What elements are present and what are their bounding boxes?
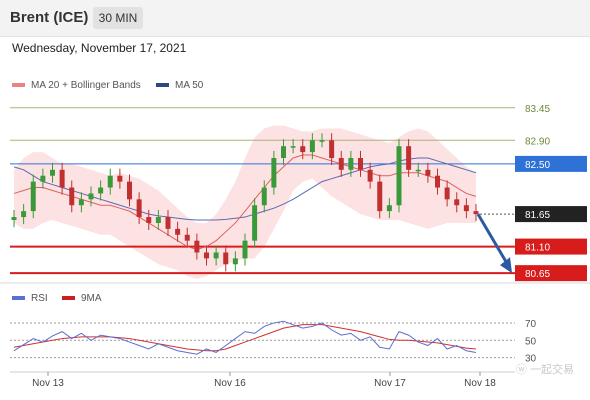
instrument-title: Brent (ICE) [10, 9, 89, 26]
candle-body [261, 187, 267, 206]
level-badge-81.65 [515, 206, 587, 223]
candle-body [232, 258, 238, 265]
price-legend-ma50: MA 50 [156, 80, 203, 91]
candle-body [415, 169, 421, 172]
candle-body [377, 181, 383, 212]
candle-body [454, 199, 460, 206]
candle-body [252, 205, 258, 241]
candle-body [136, 199, 142, 218]
watermark: ⓦ 一起交易 [516, 361, 574, 377]
candle-body [281, 146, 286, 158]
date-label: Wednesday, November 17, 2021 [12, 41, 187, 55]
rsi-ma9-line [13, 324, 477, 352]
x-tick-label: Nov 18 [464, 378, 496, 389]
candle-body [290, 146, 296, 148]
candle-body [69, 187, 75, 206]
candle-body [127, 181, 132, 200]
rsi-tick-30: 30 [525, 354, 537, 365]
chart-header: Brent (ICE) 30 MIN [0, 0, 590, 37]
rsi-legend-label: RSI [31, 293, 48, 304]
candle-body [78, 199, 84, 206]
rsi-tick-50: 50 [525, 336, 537, 347]
ma20-swatch [12, 83, 25, 88]
rsi-line [13, 320, 477, 355]
candle-body [473, 211, 479, 215]
candle-body [11, 217, 17, 220]
candle-body [358, 158, 363, 170]
x-tick-label: Nov 13 [32, 378, 64, 389]
candle-body [50, 169, 55, 176]
rsi-legend-ma9: 9MA [62, 293, 102, 304]
candle-body [146, 217, 152, 223]
price-legend-ma20: MA 20 + Bollinger Bands [12, 80, 141, 91]
candle-body [367, 169, 373, 182]
candle-body [98, 187, 104, 194]
level-badge-80.65 [515, 265, 587, 282]
candle-body [40, 175, 46, 182]
candle-body [242, 240, 248, 259]
level-badge-82.50 [515, 155, 587, 172]
projection-arrow-line [476, 213, 510, 266]
level-badge-text-81.65: 81.65 [525, 210, 550, 221]
rsi-legend-rsi: RSI [12, 293, 48, 304]
watermark-text: 一起交易 [530, 364, 575, 376]
candle-body [309, 140, 315, 153]
candle-body [204, 252, 209, 259]
candle-body [88, 193, 94, 200]
watermark-icon: ⓦ [516, 364, 527, 376]
candle-body [30, 181, 36, 212]
ma9-swatch [62, 296, 75, 301]
level-badge-text-82.50: 82.50 [525, 160, 550, 171]
x-tick-label: Nov 17 [374, 378, 406, 389]
candle-body [338, 158, 344, 170]
candle-body [386, 205, 392, 212]
candle-body [435, 175, 440, 188]
ma50-swatch [156, 83, 169, 88]
candle-body [463, 205, 469, 212]
timeframe-button[interactable]: 30 MIN [93, 7, 143, 29]
candle-body [117, 175, 123, 182]
candle-body [444, 187, 450, 200]
candle-body [59, 169, 65, 188]
ma50-legend-label: MA 50 [175, 80, 204, 91]
level-badge-81.10 [515, 238, 587, 255]
candle-body [175, 228, 181, 235]
candle-body [329, 140, 335, 158]
projection-arrow-head [500, 257, 512, 274]
rsi-tick-70: 70 [525, 319, 537, 330]
candle-body [165, 217, 171, 229]
candle-body [184, 234, 190, 241]
level-badge-text-80.65: 80.65 [525, 269, 550, 280]
candle-body [271, 158, 277, 188]
ma20-legend-label: MA 20 + Bollinger Bands [31, 80, 141, 91]
candle-body [348, 158, 354, 170]
candle-body [425, 169, 431, 176]
candle-body [396, 146, 402, 206]
rsi-swatch [12, 296, 25, 301]
candle-body [223, 252, 229, 265]
candle-body [319, 140, 325, 142]
candle-body [155, 217, 161, 223]
x-tick-label: Nov 16 [214, 378, 246, 389]
level-label-82.90: 82.90 [525, 136, 550, 147]
level-badge-text-81.10: 81.10 [525, 243, 550, 254]
candle-body [213, 252, 219, 259]
ma9-legend-label: 9MA [81, 293, 102, 304]
candle-body [21, 211, 27, 218]
candle-body [194, 240, 200, 253]
level-label-83.45: 83.45 [525, 104, 550, 115]
candle-body [300, 146, 306, 153]
candle-body [107, 175, 113, 188]
candle-body [406, 146, 412, 170]
